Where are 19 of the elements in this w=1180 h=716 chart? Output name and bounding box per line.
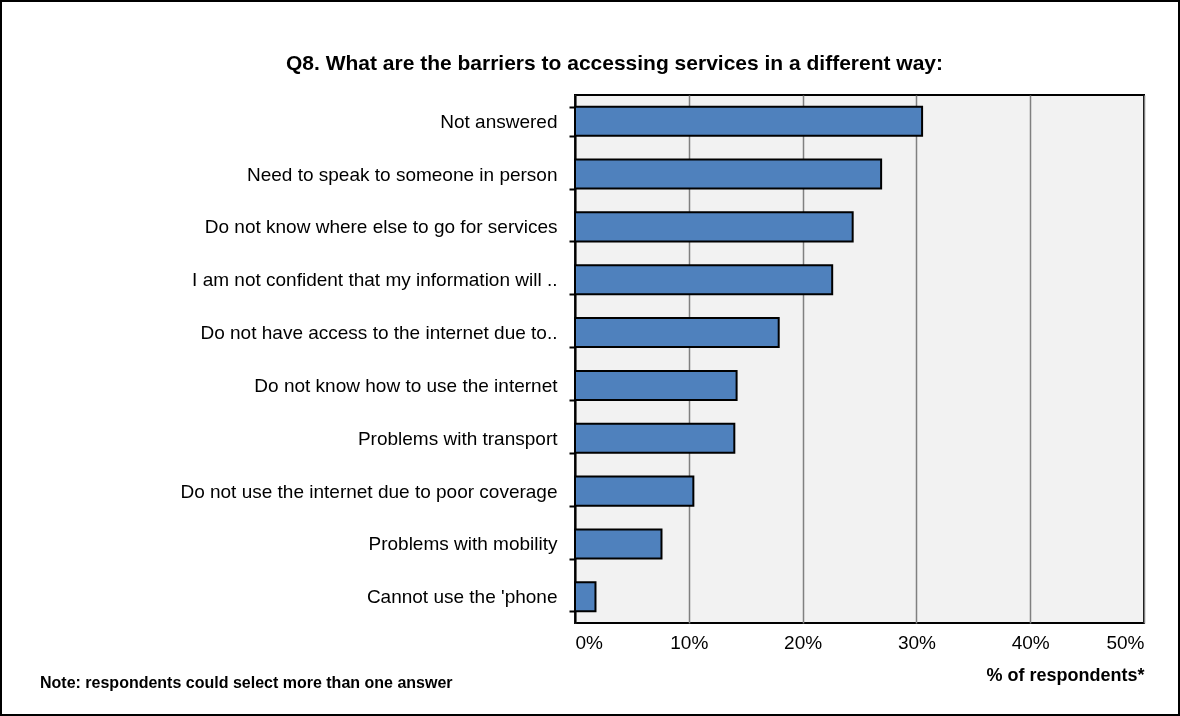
y-tick-label: I am not confident that my information will .. bbox=[192, 269, 558, 291]
chart-title: Q8. What are the barriers to accessing services in a different way: bbox=[285, 51, 944, 74]
y-tick-label: Do not use the internet due to poor coverage bbox=[180, 480, 558, 502]
x-tick-label: 20% bbox=[784, 631, 823, 653]
x-axis-title: % of respondents* bbox=[986, 664, 1145, 685]
y-tick-label: Do not know how to use the internet bbox=[254, 374, 559, 396]
y-tick-label: Problems with transport bbox=[357, 427, 559, 449]
x-tick-label: 10% bbox=[670, 631, 709, 653]
y-tick-label: Not answered bbox=[440, 110, 558, 132]
y-tick-label: Problems with mobility bbox=[368, 533, 558, 555]
x-tick-label: 50% bbox=[1106, 631, 1145, 653]
text: Note: respondents could select more than one answer bbox=[40, 674, 453, 691]
y-tick-label: Cannot use the 'phone bbox=[366, 586, 558, 608]
x-tick-label: 0% bbox=[575, 631, 604, 653]
y-tick-label: Need to speak to someone in person bbox=[246, 163, 558, 185]
y-tick-label: Do not have access to the internet due to.. bbox=[200, 322, 558, 344]
x-tick-label: 40% bbox=[1011, 631, 1050, 653]
x-tick-label: 30% bbox=[897, 631, 937, 653]
y-tick-label: Do not know where else to go for services bbox=[204, 216, 558, 238]
